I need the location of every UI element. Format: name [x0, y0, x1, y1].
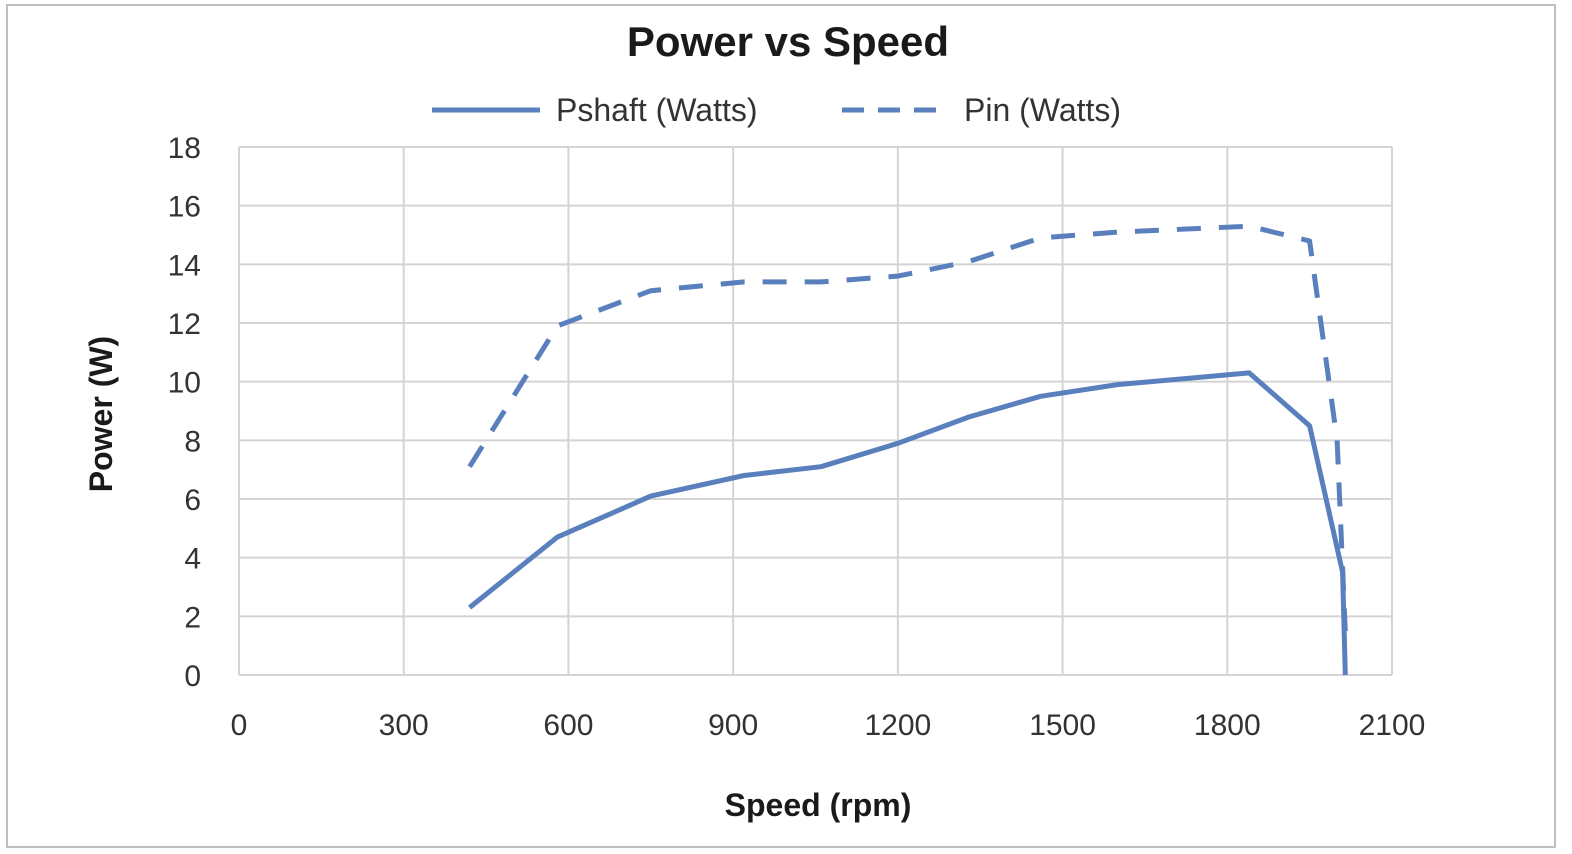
x-tick-label-1: 300 — [379, 709, 429, 742]
y-tick-label-1: 2 — [184, 601, 201, 634]
x-tick-label-7: 2100 — [1359, 709, 1426, 742]
legend-label-pin: Pin (Watts) — [964, 92, 1121, 128]
chart-title: Power vs Speed — [627, 18, 949, 65]
y-axis-title: Power (W) — [83, 336, 119, 492]
y-tick-label-6: 12 — [168, 308, 201, 341]
x-tick-label-2: 600 — [543, 709, 593, 742]
x-tick-label-5: 1500 — [1029, 709, 1096, 742]
y-tick-label-9: 18 — [168, 132, 201, 165]
x-tick-label-4: 1200 — [864, 709, 931, 742]
y-tick-label-0: 0 — [184, 660, 201, 693]
y-tick-label-4: 8 — [184, 425, 201, 458]
y-tick-label-8: 16 — [168, 191, 201, 224]
chart-frame — [6, 4, 1556, 848]
y-tick-label-5: 10 — [168, 367, 201, 400]
y-tick-label-7: 14 — [168, 249, 201, 282]
y-tick-label-3: 6 — [184, 484, 201, 517]
gridlines — [238, 146, 1393, 676]
legend-label-pshaft: Pshaft (Watts) — [556, 92, 758, 128]
y-tick-labels: 0 2 4 6 8 10 12 14 16 18 — [168, 132, 201, 693]
series-lines — [467, 223, 1348, 676]
x-tick-label-3: 900 — [708, 709, 758, 742]
series-line-pin — [467, 223, 1348, 632]
series-line-pshaft — [468, 370, 1348, 676]
x-axis-title: Speed (rpm) — [725, 787, 912, 823]
legend: Pshaft (Watts) Pin (Watts) — [432, 92, 1121, 128]
x-tick-label-6: 1800 — [1194, 709, 1261, 742]
y-tick-label-2: 4 — [184, 543, 201, 576]
x-tick-label-0: 0 — [231, 709, 248, 742]
x-tick-labels: 0 300 600 900 1200 1500 1800 2100 — [231, 709, 1426, 742]
